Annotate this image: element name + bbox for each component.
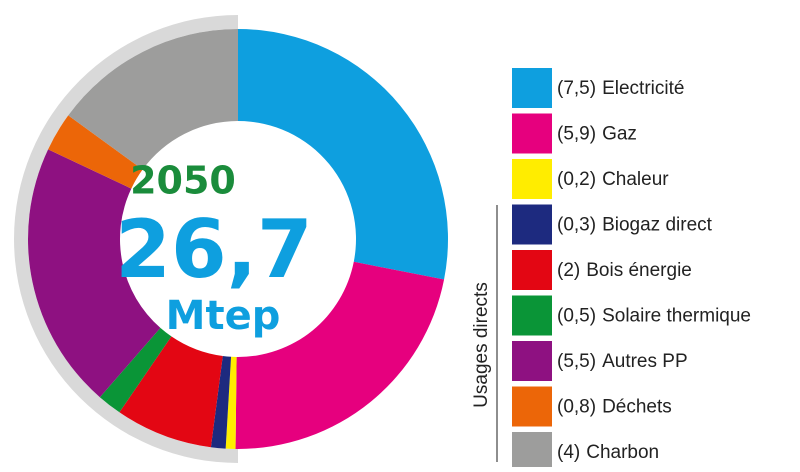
slice (238, 29, 448, 280)
slice (210, 356, 232, 449)
legend-entry: (0,2) Chaleur (557, 169, 669, 190)
slice (235, 261, 445, 450)
year-label: 2050 (130, 159, 236, 203)
total-label: 26,7 (115, 203, 312, 296)
legend-label: Biogaz direct (602, 215, 713, 236)
legend-value: (7,5) (557, 78, 596, 99)
legend-swatch (512, 432, 552, 472)
legend-swatch (512, 250, 552, 290)
legend-value: (5,9) (557, 124, 596, 145)
legend-label: Déchets (602, 397, 672, 418)
slice (48, 115, 143, 189)
slice (119, 336, 223, 448)
legend-value: (0,5) (557, 306, 596, 327)
unit-label: Mtep (166, 293, 281, 339)
legend-value: (0,2) (557, 169, 596, 190)
legend-swatch (512, 159, 552, 199)
legend-swatch (512, 68, 552, 108)
legend-entry: (5,5) Autres PP (557, 351, 688, 372)
legend-label: Charbon (586, 442, 659, 463)
slice (225, 356, 237, 449)
slice (99, 327, 172, 413)
legend-label: Autres PP (602, 351, 688, 372)
legend-value: (0,3) (557, 215, 596, 236)
legend-label: Chaleur (602, 169, 669, 190)
legend-entry: (7,5) Electricité (557, 78, 684, 99)
legend-entry: (5,9) Gaz (557, 124, 637, 145)
legend-label: Gaz (602, 124, 637, 145)
group-label: Usages directs (471, 282, 492, 408)
legend-entry: (0,5) Solaire thermique (557, 306, 751, 327)
slices (28, 29, 448, 450)
legend-entry: (4) Charbon (557, 442, 659, 463)
legend-value: (4) (557, 442, 580, 463)
legend-entry: (0,8) Déchets (557, 397, 672, 418)
legend-label: Bois énergie (586, 260, 692, 281)
legend-entry: (2) Bois énergie (557, 260, 692, 281)
legend-value: (2) (557, 260, 580, 281)
legend-entry: (0,3) Biogaz direct (557, 215, 713, 236)
legend-value: (0,8) (557, 397, 596, 418)
legend-swatch (512, 386, 552, 427)
legend-swatch (512, 204, 552, 245)
legend-label: Solaire thermique (602, 306, 751, 327)
legend-swatch (512, 341, 552, 381)
legend-label: Electricité (602, 78, 684, 99)
slice (28, 149, 161, 398)
legend-swatch (512, 295, 552, 336)
legend-swatch (512, 113, 552, 154)
slice (68, 29, 238, 170)
legend: (7,5) Electricité (5,9) Gaz (0,2) Chaleur (0,3… (512, 68, 751, 472)
legend-value: (5,5) (557, 351, 596, 372)
